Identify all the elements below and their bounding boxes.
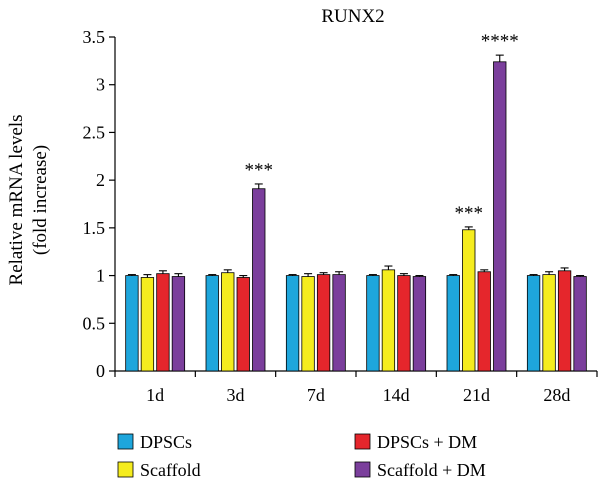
y-axis-label-line1: Relative mRNA levels (6, 115, 27, 286)
legend-swatch (117, 461, 134, 478)
bar (397, 275, 411, 372)
x-tick-label: 3d (227, 385, 245, 405)
y-tick-label: 3.5 (83, 27, 106, 47)
x-tick-label: 7d (307, 385, 325, 405)
legend-label: DPSCs + DM (377, 432, 477, 452)
y-tick-label: 2.5 (83, 122, 106, 142)
plot-area: 00.511.522.533.51d 3d 7d 14d 21d 28d*********… (83, 27, 598, 405)
bar (140, 277, 155, 372)
bar (301, 276, 315, 372)
bar (252, 188, 266, 372)
bar (573, 276, 587, 372)
x-tick-label: 14d (383, 385, 410, 405)
bar (526, 275, 541, 372)
legend-label: Scaffold (140, 460, 201, 480)
bar (477, 271, 491, 372)
bar (446, 275, 460, 372)
bar (557, 270, 572, 372)
legend-label: DPSCs (140, 432, 192, 452)
bar (381, 269, 396, 372)
bar (462, 229, 476, 372)
y-axis-label: Relative mRNA levels (fold increase) (6, 115, 51, 286)
bar (542, 274, 556, 372)
legend-swatch (354, 461, 371, 478)
x-tick-label: 28d (543, 385, 570, 405)
bar (171, 276, 186, 372)
significance-label: *** (245, 160, 274, 181)
legend-swatch (117, 433, 134, 450)
significance-label: *** (455, 203, 484, 224)
legend-swatch (354, 433, 371, 450)
bar (493, 61, 507, 372)
bar (285, 275, 300, 372)
bar (332, 274, 346, 372)
y-tick-label: 0 (96, 361, 105, 381)
bar (221, 272, 235, 372)
bar (156, 273, 170, 372)
y-tick-label: 1.5 (83, 218, 106, 238)
bar (205, 275, 219, 372)
x-tick-label: 21d (463, 385, 490, 405)
chart-title: RUNX2 (321, 6, 384, 27)
y-tick-label: 0.5 (83, 313, 106, 333)
bar (236, 277, 250, 372)
x-tick-label: 1d (146, 385, 164, 405)
bar (316, 274, 331, 372)
y-tick-label: 2 (96, 170, 105, 190)
legend-label: Scaffold + DM (377, 460, 486, 480)
bar (412, 276, 427, 372)
y-tick-label: 1 (96, 266, 105, 286)
bar (125, 275, 139, 372)
significance-label: **** (481, 31, 519, 52)
bar (366, 275, 380, 372)
legend: DPSCs Scaffold DPSCs + DM Scaffold + DM (117, 432, 486, 480)
y-tick-label: 3 (96, 75, 105, 95)
y-axis-label-line2: (fold increase) (30, 145, 51, 255)
